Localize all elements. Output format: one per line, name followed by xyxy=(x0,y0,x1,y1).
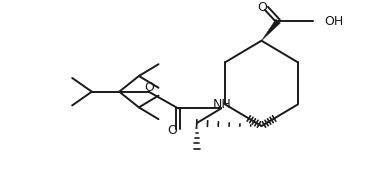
Text: O: O xyxy=(258,1,268,14)
Text: OH: OH xyxy=(324,15,343,28)
Text: O: O xyxy=(167,124,177,137)
Text: NH: NH xyxy=(213,98,231,111)
Polygon shape xyxy=(262,19,280,41)
Text: O: O xyxy=(145,81,155,94)
